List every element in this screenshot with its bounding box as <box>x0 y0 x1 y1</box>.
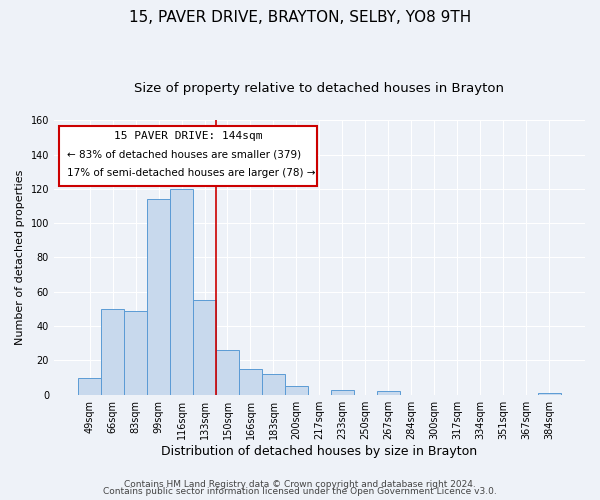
Text: 15 PAVER DRIVE: 144sqm: 15 PAVER DRIVE: 144sqm <box>114 132 262 141</box>
Bar <box>239 369 262 394</box>
Bar <box>377 392 400 394</box>
Y-axis label: Number of detached properties: Number of detached properties <box>15 170 25 345</box>
Bar <box>331 390 354 394</box>
X-axis label: Distribution of detached houses by size in Brayton: Distribution of detached houses by size … <box>161 444 478 458</box>
Bar <box>216 350 239 395</box>
Bar <box>285 386 308 394</box>
Bar <box>124 310 147 394</box>
Text: 15, PAVER DRIVE, BRAYTON, SELBY, YO8 9TH: 15, PAVER DRIVE, BRAYTON, SELBY, YO8 9TH <box>129 10 471 25</box>
Title: Size of property relative to detached houses in Brayton: Size of property relative to detached ho… <box>134 82 505 96</box>
Bar <box>170 189 193 394</box>
Bar <box>101 309 124 394</box>
Text: 17% of semi-detached houses are larger (78) →: 17% of semi-detached houses are larger (… <box>67 168 316 178</box>
Text: Contains HM Land Registry data © Crown copyright and database right 2024.: Contains HM Land Registry data © Crown c… <box>124 480 476 489</box>
Bar <box>538 393 561 394</box>
Text: Contains public sector information licensed under the Open Government Licence v3: Contains public sector information licen… <box>103 488 497 496</box>
Bar <box>262 374 285 394</box>
Bar <box>147 199 170 394</box>
Text: ← 83% of detached houses are smaller (379): ← 83% of detached houses are smaller (37… <box>67 149 301 159</box>
Bar <box>78 378 101 394</box>
Bar <box>193 300 216 394</box>
FancyBboxPatch shape <box>59 126 317 186</box>
